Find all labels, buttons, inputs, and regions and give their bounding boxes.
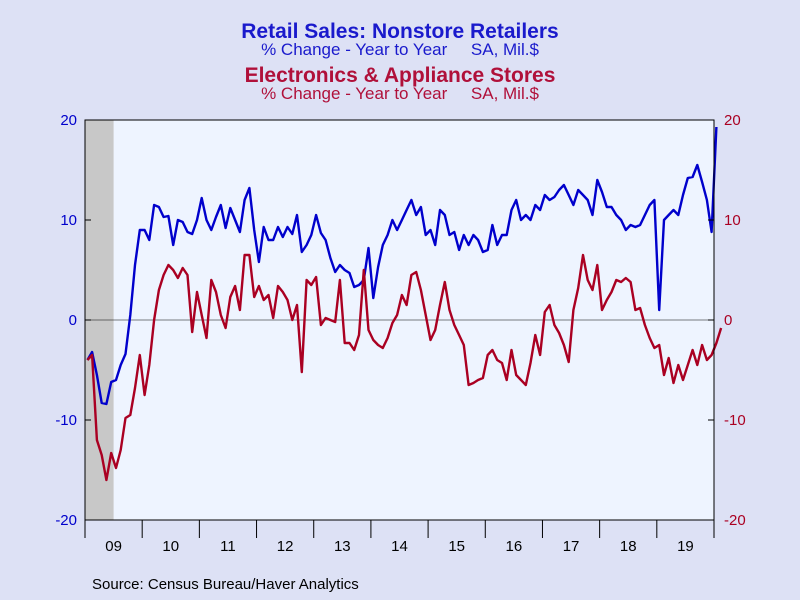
y-tick-label-left: -10 [55, 412, 77, 429]
source-note: Source: Census Bureau/Haver Analytics [92, 576, 359, 593]
x-tick-label: 09 [105, 538, 122, 555]
x-tick-label: 16 [506, 538, 523, 555]
x-tick-label: 15 [448, 538, 465, 555]
x-tick-label: 13 [334, 538, 351, 555]
y-tick-label-right: 0 [724, 312, 732, 329]
chart-subtitle-secondary: % Change - Year to Year SA, Mil.$ [261, 84, 539, 103]
chart-title-secondary: Electronics & Appliance Stores [244, 64, 556, 87]
x-tick-label: 18 [620, 538, 637, 555]
x-tick-label: 11 [220, 538, 236, 555]
y-tick-label-left: 0 [69, 312, 77, 329]
x-tick-label: 10 [162, 538, 179, 555]
y-tick-label-right: 20 [724, 112, 741, 129]
y-tick-label-right: 10 [724, 212, 741, 229]
y-tick-label-left: -20 [55, 512, 77, 529]
series-line-1 [86, 253, 723, 482]
chart-subtitle-primary: % Change - Year to Year SA, Mil.$ [261, 40, 539, 59]
x-tick-label: 14 [391, 538, 408, 555]
y-tick-label-left: 20 [60, 112, 77, 129]
series-line-0 [86, 126, 718, 406]
x-tick-label: 12 [277, 538, 294, 555]
x-tick-label: 19 [677, 538, 694, 555]
y-tick-label-right: -20 [724, 512, 746, 529]
x-tick-label: 17 [563, 538, 580, 555]
y-tick-label-right: -10 [724, 412, 746, 429]
chart-title-primary: Retail Sales: Nonstore Retailers [241, 20, 559, 43]
y-tick-label-left: 10 [60, 212, 77, 229]
